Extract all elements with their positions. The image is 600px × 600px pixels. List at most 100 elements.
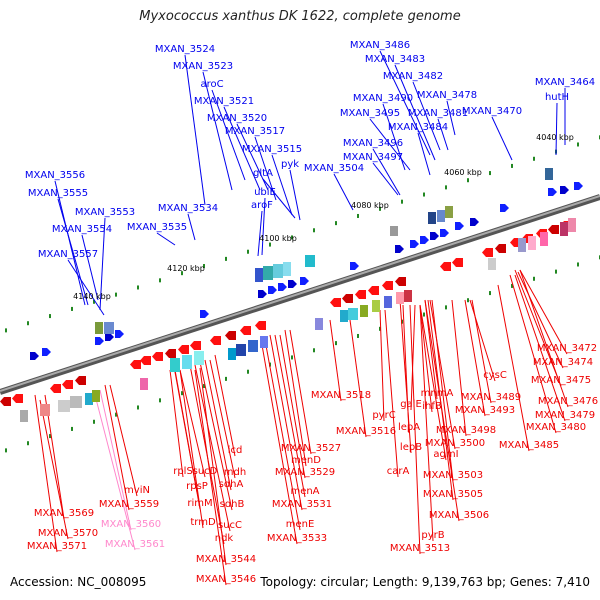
gene-product-block[interactable] — [70, 396, 82, 408]
reverse-gene-arrow[interactable] — [140, 356, 151, 365]
gene-label-pyrb[interactable]: pyrB — [421, 530, 444, 541]
gene-product-block[interactable] — [283, 262, 291, 276]
gene-label-mxan-3480[interactable]: MXAN_3480 — [526, 422, 586, 433]
reverse-gene-arrow[interactable] — [395, 277, 406, 286]
reverse-gene-arrow[interactable] — [190, 341, 201, 350]
gene-label-mene[interactable]: menE — [286, 519, 315, 530]
gene-label-mdh[interactable]: mdh — [224, 467, 246, 478]
gene-label-mxan-3523[interactable]: MXAN_3523 — [173, 61, 233, 72]
gene-label-gale[interactable]: galE — [400, 399, 422, 410]
reverse-gene-arrow[interactable] — [482, 248, 493, 257]
gene-label-mxan-3518[interactable]: MXAN_3518 — [311, 390, 371, 401]
gene-product-block[interactable] — [263, 266, 273, 280]
reverse-gene-arrow[interactable] — [225, 331, 236, 340]
gene-label-agmi[interactable]: agmI — [433, 449, 458, 460]
gene-label-arof[interactable]: aroF — [251, 200, 273, 211]
forward-gene-arrow[interactable] — [470, 218, 479, 226]
forward-gene-arrow[interactable] — [440, 229, 449, 237]
gene-label-mxan-3531[interactable]: MXAN_3531 — [272, 499, 332, 510]
forward-gene-arrow[interactable] — [278, 283, 287, 291]
gene-label-mxan-3496[interactable]: MXAN_3496 — [343, 138, 403, 149]
forward-gene-arrow[interactable] — [430, 232, 439, 240]
gene-label-pyk[interactable]: pyk — [281, 159, 299, 170]
gene-label-mxan-3504[interactable]: MXAN_3504 — [304, 163, 364, 174]
gene-label-huth[interactable]: hutH — [545, 92, 569, 103]
gene-label-mxan-3482[interactable]: MXAN_3482 — [383, 71, 443, 82]
forward-gene-arrow[interactable] — [410, 240, 419, 248]
gene-product-block[interactable] — [428, 212, 436, 224]
gene-product-block[interactable] — [228, 348, 236, 360]
gene-product-block[interactable] — [360, 305, 368, 317]
forward-gene-arrow[interactable] — [288, 280, 297, 288]
reverse-gene-arrow[interactable] — [330, 298, 341, 307]
gene-label-lepa[interactable]: lepA — [398, 422, 420, 433]
reverse-gene-arrow[interactable] — [368, 286, 379, 295]
gene-label-icd[interactable]: icd — [228, 445, 243, 456]
forward-gene-arrow[interactable] — [105, 333, 114, 341]
forward-gene-arrow[interactable] — [95, 337, 104, 345]
gene-label-mxan-3560[interactable]: MXAN_3560 — [101, 519, 161, 530]
gene-label-cara[interactable]: carA — [387, 466, 410, 477]
gene-label-mxan-3553[interactable]: MXAN_3553 — [75, 207, 135, 218]
gene-label-mxan-3559[interactable]: MXAN_3559 — [99, 499, 159, 510]
gene-product-block[interactable] — [255, 268, 263, 282]
gene-product-block[interactable] — [568, 218, 576, 232]
forward-gene-arrow[interactable] — [268, 286, 277, 294]
gene-label-ndk[interactable]: ndk — [215, 533, 234, 544]
gene-label-mxan-3484[interactable]: MXAN_3484 — [388, 122, 448, 133]
gene-label-mxan-3524[interactable]: MXAN_3524 — [155, 44, 215, 55]
forward-gene-arrow[interactable] — [395, 245, 404, 253]
gene-label-mnma[interactable]: mnmA — [421, 388, 454, 399]
gene-product-block[interactable] — [528, 236, 536, 250]
gene-label-cysc[interactable]: cysC — [483, 370, 507, 381]
gene-label-mena[interactable]: menA — [290, 486, 319, 497]
reverse-gene-arrow[interactable] — [178, 345, 189, 354]
gene-label-mxan-3478[interactable]: MXAN_3478 — [417, 90, 477, 101]
reverse-gene-arrow[interactable] — [75, 376, 86, 385]
forward-gene-arrow[interactable] — [300, 277, 309, 285]
gene-label-mxan-3571[interactable]: MXAN_3571 — [27, 541, 87, 552]
reverse-gene-arrow[interactable] — [495, 244, 506, 253]
gene-label-mxan-3569[interactable]: MXAN_3569 — [34, 508, 94, 519]
gene-product-block[interactable] — [40, 404, 50, 416]
reverse-gene-arrow[interactable] — [342, 294, 353, 303]
gene-label-mxan-3474[interactable]: MXAN_3474 — [533, 357, 593, 368]
gene-product-block[interactable] — [540, 232, 548, 246]
gene-label-mxan-3485[interactable]: MXAN_3485 — [499, 440, 559, 451]
gene-product-block[interactable] — [236, 344, 246, 356]
gene-label-mxan-3516[interactable]: MXAN_3516 — [336, 426, 396, 437]
gene-label-mxan-3505[interactable]: MXAN_3505 — [423, 489, 483, 500]
gene-product-block[interactable] — [560, 222, 568, 236]
reverse-gene-arrow[interactable] — [382, 281, 393, 290]
gene-label-succ[interactable]: sucC — [218, 520, 242, 531]
gene-label-mxan-3498[interactable]: MXAN_3498 — [436, 425, 496, 436]
reverse-gene-arrow[interactable] — [210, 336, 221, 345]
gene-product-block[interactable] — [396, 292, 404, 304]
gene-product-block[interactable] — [445, 206, 453, 218]
gene-label-mxan-3506[interactable]: MXAN_3506 — [429, 510, 489, 521]
gene-label-mxan-3546[interactable]: MXAN_3546 — [196, 574, 256, 585]
reverse-gene-arrow[interactable] — [355, 290, 366, 299]
gene-label-ihfb[interactable]: ihfB — [422, 401, 442, 412]
gene-label-mxan-3490[interactable]: MXAN_3490 — [353, 93, 413, 104]
forward-gene-arrow[interactable] — [560, 186, 569, 194]
gene-product-block[interactable] — [140, 378, 148, 390]
reverse-gene-arrow[interactable] — [452, 258, 463, 267]
reverse-gene-arrow[interactable] — [548, 225, 559, 234]
gene-label-mxan-3517[interactable]: MXAN_3517 — [225, 126, 285, 137]
gene-label-mxan-3533[interactable]: MXAN_3533 — [267, 533, 327, 544]
gene-product-block[interactable] — [348, 308, 358, 320]
gene-product-block[interactable] — [545, 168, 553, 180]
gene-product-block[interactable] — [315, 318, 323, 330]
reverse-gene-arrow[interactable] — [12, 394, 23, 403]
gene-product-block[interactable] — [92, 390, 100, 402]
gene-label-mxan-3497[interactable]: MXAN_3497 — [343, 152, 403, 163]
reverse-gene-arrow[interactable] — [165, 349, 176, 358]
gene-label-mxan-3513[interactable]: MXAN_3513 — [390, 543, 450, 554]
reverse-gene-arrow[interactable] — [50, 384, 61, 393]
gene-label-mxan-3464[interactable]: MXAN_3464 — [535, 77, 595, 88]
gene-label-mxan-3500[interactable]: MXAN_3500 — [425, 438, 485, 449]
forward-gene-arrow[interactable] — [42, 348, 51, 356]
gene-product-block[interactable] — [384, 296, 392, 308]
gene-label-mvin[interactable]: mviN — [124, 485, 150, 496]
